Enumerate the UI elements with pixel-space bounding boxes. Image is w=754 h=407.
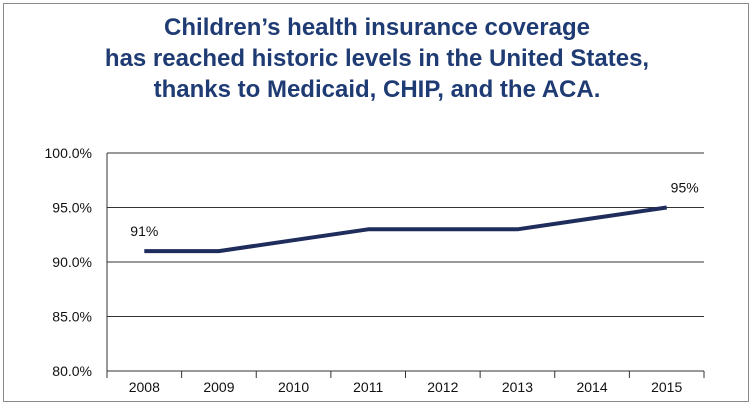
- gridlines: [106, 152, 704, 372]
- x-tick-label: 2009: [203, 379, 234, 395]
- x-tick-label: 2008: [129, 379, 160, 395]
- series-line: [144, 205, 667, 254]
- x-tick-label: 2014: [576, 379, 607, 395]
- x-tick-label: 2010: [278, 379, 309, 395]
- y-tick-label: 80.0%: [52, 363, 92, 379]
- x-axis: 2008 2009 2010 2011 2012 2013 2014 2015: [106, 371, 705, 395]
- x-tick-label: 2015: [651, 379, 682, 395]
- title-line-3: thanks to Medicaid, CHIP, and the ACA.: [153, 76, 601, 103]
- chart-title: Children’s health insurance coverage has…: [0, 12, 754, 105]
- y-tick-label: 85.0%: [52, 309, 92, 325]
- x-tick-label: 2011: [353, 379, 383, 395]
- series-group: [144, 205, 667, 254]
- x-tick-label: 2013: [502, 379, 533, 395]
- y-tick-label: 95.0%: [52, 200, 92, 216]
- y-axis-ticks: 80.0% 85.0% 90.0% 95.0% 100.0%: [45, 145, 92, 379]
- title-line-1: Children’s health insurance coverage: [164, 14, 590, 41]
- data-label: 95%: [671, 180, 699, 196]
- x-tick-label: 2012: [427, 379, 458, 395]
- data-label: 91%: [130, 223, 158, 239]
- title-line-2: has reached historic levels in the Unite…: [104, 45, 650, 72]
- chart-frame: [3, 3, 749, 402]
- y-tick-label: 90.0%: [52, 254, 92, 270]
- y-tick-label: 100.0%: [45, 145, 92, 161]
- data-labels: 91% 95%: [130, 180, 698, 240]
